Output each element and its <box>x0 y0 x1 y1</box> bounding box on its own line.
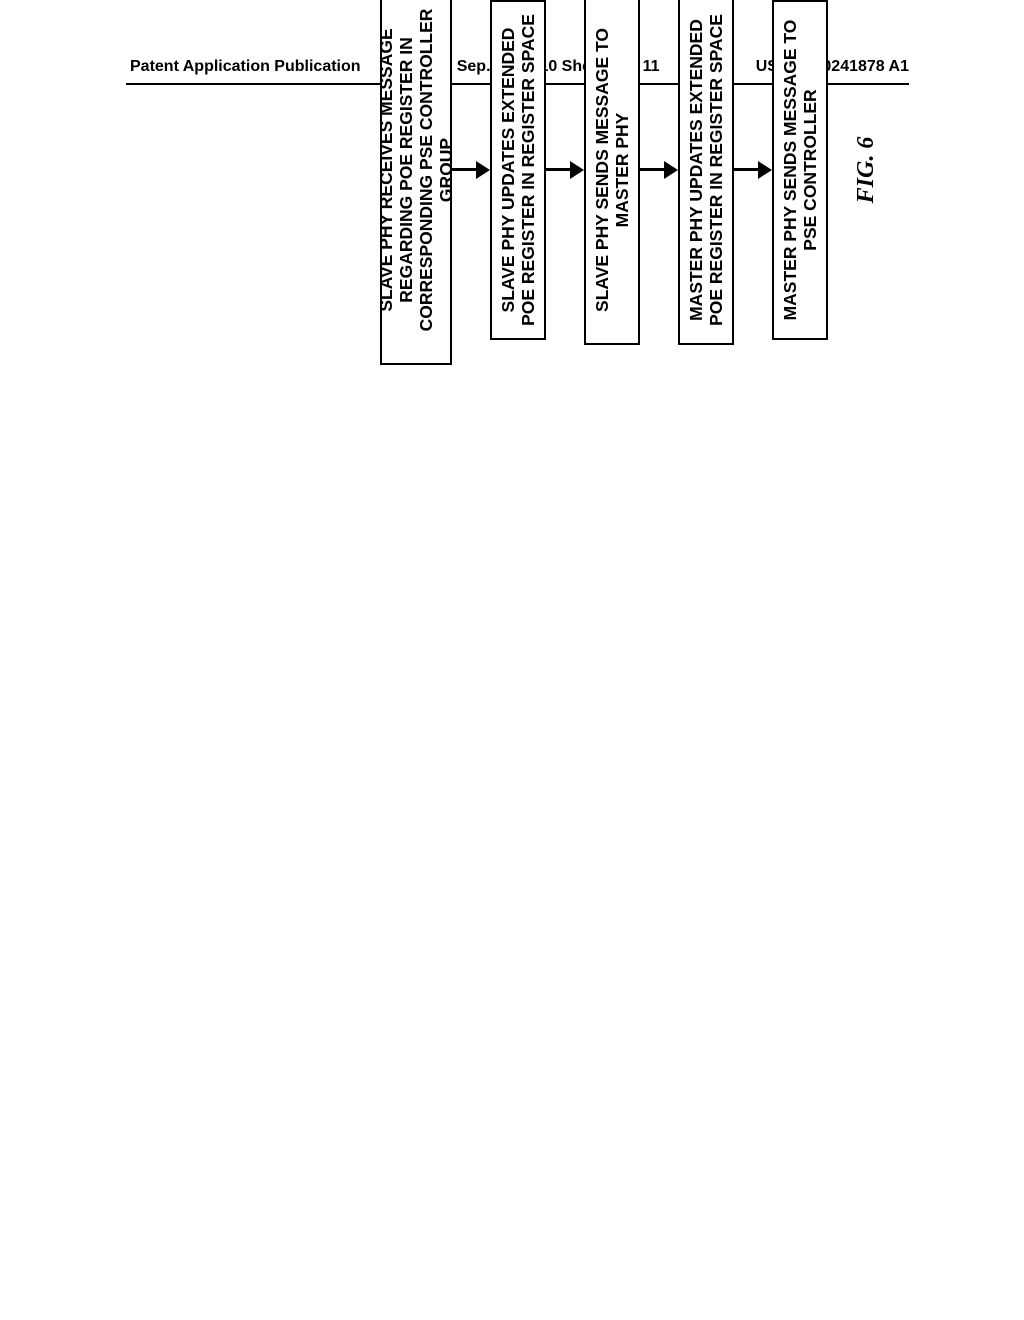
flowchart-node-602: SLAVE PHY RECEIVES MESSAGE REGARDING POE… <box>380 0 452 365</box>
flowchart-node-604: SLAVE PHY UPDATES EXTENDED POE REGISTER … <box>490 0 546 340</box>
flowchart-node-608: MASTER PHY UPDATES EXTENDED POE REGISTER… <box>678 0 734 345</box>
figure-caption: FIG. 6 <box>853 0 880 430</box>
flowchart-node-wrapper: MASTER PHY UPDATES EXTENDED POE REGISTER… <box>678 0 734 345</box>
flowchart-diagram: SLAVE PHY RECEIVES MESSAGE REGARDING POE… <box>380 0 880 430</box>
flowchart-node-610: MASTER PHY SENDS MESSAGE TO PSE CONTROLL… <box>772 0 828 340</box>
flowchart-node-wrapper: SLAVE PHY RECEIVES MESSAGE REGARDING POE… <box>380 0 452 365</box>
arrow-down-icon <box>452 0 490 430</box>
arrow-down-icon <box>640 0 678 430</box>
flowchart-node-wrapper: SLAVE PHY UPDATES EXTENDED POE REGISTER … <box>490 0 546 340</box>
header-publication: Patent Application Publication <box>130 58 361 76</box>
arrow-down-icon <box>734 0 772 430</box>
flowchart-node-wrapper: MASTER PHY SENDS MESSAGE TO PSE CONTROLL… <box>772 0 828 340</box>
flowchart-node-wrapper: SLAVE PHY SENDS MESSAGE TO MASTER PHY 60… <box>584 0 640 345</box>
flowchart-node-606: SLAVE PHY SENDS MESSAGE TO MASTER PHY <box>584 0 640 345</box>
arrow-down-icon <box>546 0 584 430</box>
